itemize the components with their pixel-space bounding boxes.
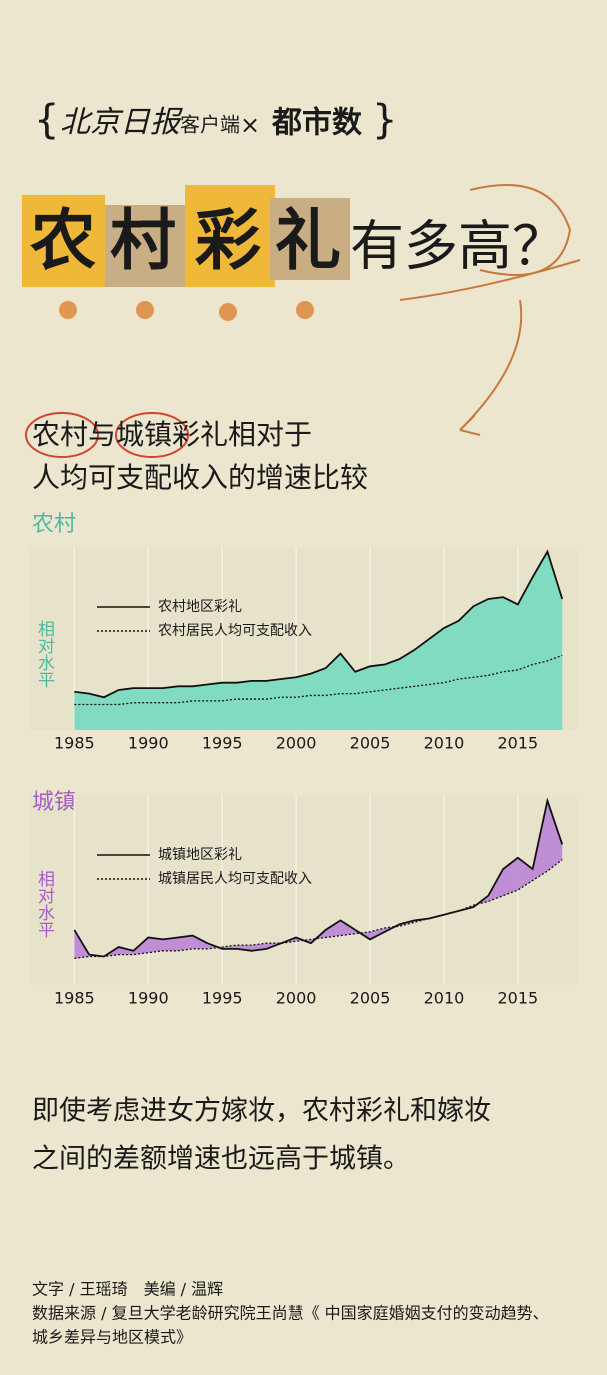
legend-label: 农村地区彩礼 [158,599,242,615]
legend-label: 农村居民人均可支配收入 [158,623,312,639]
body-text: 之间的差额增速也远高于城镇。 [32,1144,410,1175]
series-line [74,859,563,960]
x-tick-label: 2000 [276,734,317,753]
title-part: 农 [30,202,96,279]
brace: } [372,97,397,143]
highlight [22,195,105,287]
subtitle: 人均可支配收入的增速比较 [32,461,368,494]
body-text: 即使考虑进女方嫁妆，农村彩礼和嫁妆 [32,1096,491,1127]
series-line [74,654,563,706]
doodle [399,184,581,436]
subtitle: 农村与城镇彩礼相对于 [32,418,312,451]
circle-mark [25,412,99,458]
legend-label: 城镇居民人均可支配收入 [158,871,312,887]
x-tick-label: 1985 [54,989,95,1008]
highlight [270,198,350,280]
y-axis-label: 相对水平 [34,620,55,688]
credit: 城乡差异与地区模式》 [32,1328,192,1347]
y-axis-label: 相对水平 [34,870,55,938]
x-tick-label: 2010 [424,734,465,753]
chart-title: 农村 [32,512,76,537]
title-part: 村 [110,202,176,279]
series-line [74,549,564,699]
credit: 文字 / 王瑶琦 美编 / 温辉 [32,1280,223,1299]
x-tick-label: 1985 [54,734,95,753]
x-tick-label: 1995 [202,989,243,1008]
x-tick-label: 2015 [498,734,539,753]
brand-left: 北京日报 [60,105,183,140]
brand-cross: × [240,111,260,139]
chart-title: 城镇 [32,790,76,815]
x-tick-label: 1995 [202,734,243,753]
series-line [73,797,564,958]
x-tick-label: 1990 [128,989,169,1008]
dots [59,301,314,321]
title-part: 彩 [195,202,261,279]
x-tick-label: 2015 [498,989,539,1008]
credit: 数据来源 / 复旦大学老龄研究院王尚慧《 中国家庭婚姻支付的变动趋势、 [32,1304,549,1323]
highlight [105,205,185,287]
x-tick-label: 2000 [276,989,317,1008]
x-tick-label: 2005 [350,734,391,753]
x-tick-label: 2005 [350,989,391,1008]
x-tick-label: 2010 [424,989,465,1008]
circle-mark [115,412,189,458]
x-tick-label: 1990 [128,734,169,753]
title-part: 礼 [275,202,341,279]
brand-mid: 客户端 [180,113,240,137]
legend-label: 城镇地区彩礼 [158,847,242,863]
highlight [185,185,275,287]
title-part: 有多高？ [350,215,566,278]
brace: { [34,97,59,143]
area-fill [74,551,563,730]
brand-right: 都市数 [271,106,363,141]
